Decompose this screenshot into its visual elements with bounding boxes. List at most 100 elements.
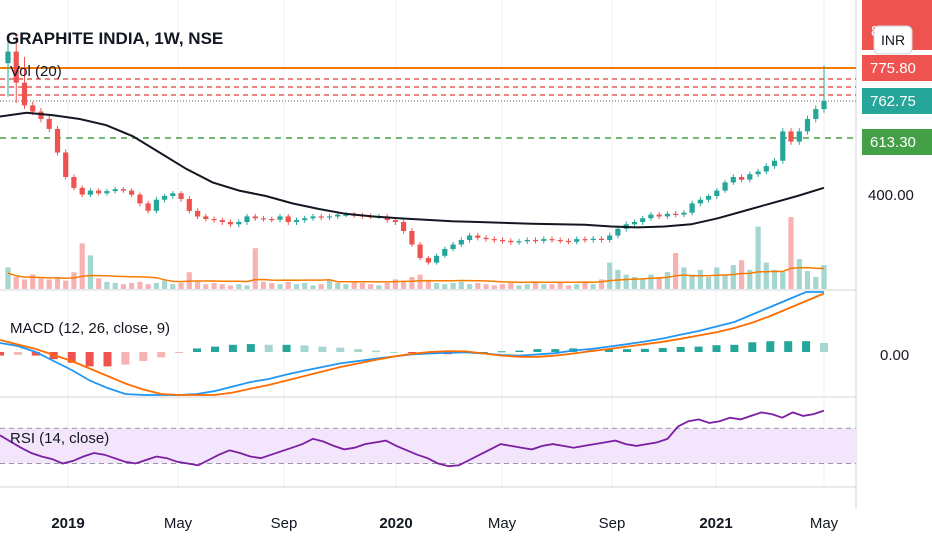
volume-bar bbox=[607, 262, 613, 289]
volume-bars bbox=[5, 217, 827, 289]
candle bbox=[483, 235, 489, 242]
volume-bar bbox=[260, 281, 267, 289]
candle-body bbox=[697, 199, 703, 204]
candle-body bbox=[46, 119, 52, 129]
candle bbox=[475, 232, 481, 241]
macd-histogram-bar bbox=[372, 350, 381, 352]
candle bbox=[13, 34, 19, 103]
candle-body bbox=[87, 190, 93, 195]
candle-body bbox=[780, 131, 786, 161]
candle bbox=[5, 34, 11, 97]
candle bbox=[425, 255, 431, 265]
volume-bar bbox=[137, 281, 143, 289]
macd-histogram-bar bbox=[730, 344, 739, 352]
candle-body bbox=[252, 216, 258, 219]
time-tick-label: May bbox=[164, 515, 193, 532]
candle bbox=[203, 213, 209, 222]
volume-bar bbox=[335, 283, 341, 289]
candle bbox=[38, 108, 44, 123]
candle bbox=[145, 200, 151, 214]
candle bbox=[244, 213, 250, 225]
volume-bar bbox=[54, 277, 61, 289]
volume-bar bbox=[392, 279, 398, 289]
candle-body bbox=[714, 190, 720, 196]
candle-body bbox=[590, 238, 596, 240]
candle bbox=[211, 216, 217, 223]
macd-pane[interactable]: MACD (12, 26, close, 9) bbox=[0, 291, 828, 396]
candle bbox=[499, 237, 506, 244]
time-tick-label: 2021 bbox=[699, 515, 732, 532]
macd-histogram bbox=[0, 341, 828, 367]
candle-body bbox=[689, 203, 695, 213]
candle-body bbox=[656, 214, 662, 217]
candle-body bbox=[30, 105, 36, 112]
support-price-value: 613.30 bbox=[870, 134, 916, 151]
volume-bar bbox=[244, 285, 250, 289]
macd-histogram-bar bbox=[318, 346, 327, 352]
macd-histogram-bar bbox=[605, 349, 613, 352]
candle-body bbox=[788, 131, 794, 142]
candle bbox=[697, 196, 703, 207]
candle-body bbox=[178, 193, 184, 199]
volume-bar bbox=[640, 279, 646, 289]
price-tick-400: 400.00 bbox=[868, 187, 914, 204]
candle bbox=[656, 212, 662, 219]
macd-histogram-bar bbox=[139, 352, 148, 361]
volume-bar bbox=[343, 284, 349, 289]
candle bbox=[450, 242, 456, 252]
volume-bar bbox=[689, 274, 695, 289]
candle bbox=[788, 128, 794, 145]
candle bbox=[112, 186, 118, 194]
candle bbox=[219, 217, 225, 225]
macd-histogram-bar bbox=[0, 352, 4, 356]
currency-button-box[interactable] bbox=[873, 25, 913, 55]
candle-body bbox=[392, 220, 398, 222]
volume-bar bbox=[541, 284, 547, 289]
macd-histogram-bar bbox=[157, 352, 166, 358]
macd-histogram-bar bbox=[354, 349, 363, 352]
volume-bar bbox=[722, 274, 728, 289]
volume-bar bbox=[706, 277, 712, 289]
candle-body bbox=[260, 218, 267, 220]
macd-histogram-bar bbox=[264, 344, 273, 352]
candle bbox=[582, 236, 588, 243]
volume-bar bbox=[13, 277, 19, 289]
volume-bar bbox=[63, 280, 69, 289]
macd-histogram-bar bbox=[211, 346, 219, 352]
candle bbox=[186, 196, 192, 214]
currency-button-label[interactable]: INR bbox=[881, 32, 905, 48]
candle bbox=[409, 228, 415, 247]
volume-bar bbox=[5, 267, 11, 289]
candle-body bbox=[491, 239, 497, 241]
candle-body bbox=[615, 228, 621, 236]
candle bbox=[714, 188, 720, 199]
candle-body bbox=[442, 249, 448, 256]
rsi-pane[interactable]: RSI (14, close) bbox=[0, 409, 856, 468]
candle-body bbox=[804, 119, 811, 132]
candle bbox=[681, 210, 687, 218]
macd-histogram-bar bbox=[820, 343, 828, 352]
candle bbox=[796, 128, 802, 145]
volume-bar bbox=[417, 274, 423, 289]
price-pane[interactable]: GRAPHITE INDIA, 1W, NSE Vol (20) bbox=[0, 29, 856, 289]
macd-line bbox=[0, 291, 824, 396]
candle bbox=[648, 212, 654, 221]
volume-bar bbox=[747, 269, 753, 289]
macd-tick-zero: 0.00 bbox=[880, 347, 909, 364]
time-axis[interactable]: 2019 May Sep 2020 May Sep 2021 May bbox=[0, 509, 932, 532]
candle-body bbox=[425, 258, 431, 263]
candle bbox=[442, 246, 448, 258]
volume-bar bbox=[145, 284, 151, 289]
macd-histogram-bar bbox=[228, 344, 237, 352]
macd-histogram-bar bbox=[479, 352, 488, 353]
volume-bar bbox=[664, 272, 670, 289]
volume-bar bbox=[623, 274, 629, 289]
volume-bar bbox=[318, 284, 324, 289]
macd-histogram-bar bbox=[694, 346, 703, 352]
candle-body bbox=[335, 214, 341, 217]
signal-line bbox=[0, 292, 825, 396]
candle bbox=[607, 232, 613, 243]
volume-bar bbox=[771, 269, 778, 289]
currency-button[interactable]: INR bbox=[873, 25, 913, 55]
